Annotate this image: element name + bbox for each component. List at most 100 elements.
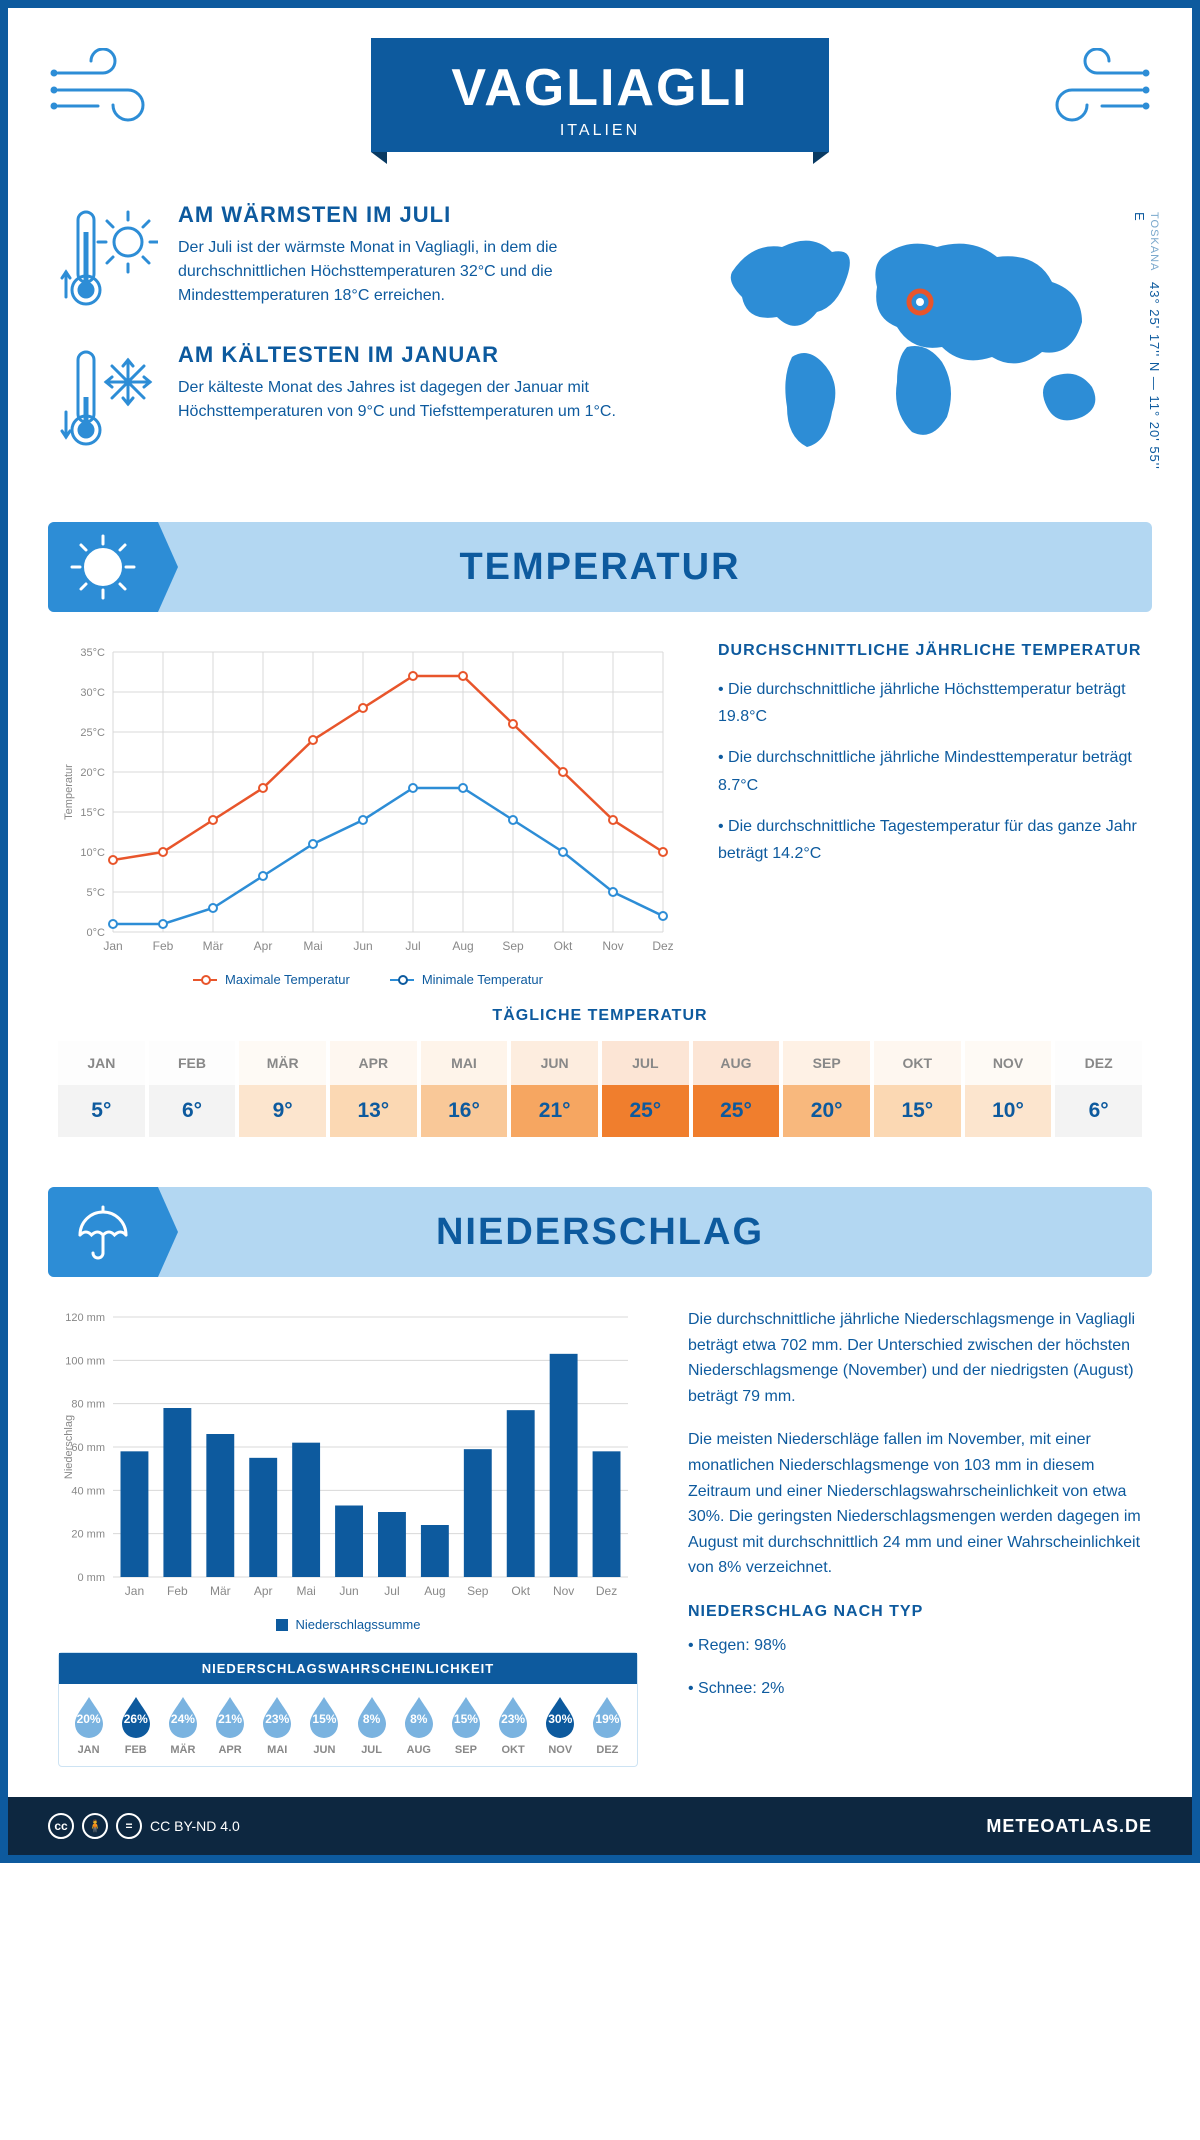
svg-text:0 mm: 0 mm: [78, 1572, 106, 1584]
prob-cell: 23% OKT: [490, 1694, 537, 1756]
fact-cold-text: Der kälteste Monat des Jahres ist dagege…: [178, 376, 662, 424]
svg-text:Feb: Feb: [167, 1584, 188, 1598]
temperature-body: 0°C5°C10°C15°C20°C25°C30°C35°CJanFebMärA…: [8, 642, 1192, 1007]
precip-p1: Die durchschnittliche jährliche Niedersc…: [688, 1307, 1142, 1409]
temp-cell: AUG 25°: [693, 1041, 780, 1137]
temp-cell: JAN 5°: [58, 1041, 145, 1137]
chart-legend: #lg-max::after{border-color:#e8552b}Maxi…: [58, 972, 678, 987]
precip-legend-label: Niederschlagssumme: [296, 1617, 421, 1632]
summary-p1: • Die durchschnittliche jährliche Höchst…: [718, 676, 1142, 730]
thermometer-cold-icon: [58, 342, 158, 452]
svg-text:Sep: Sep: [502, 939, 524, 953]
svg-text:Mai: Mai: [303, 939, 322, 953]
precip-type-2: • Schnee: 2%: [688, 1676, 1142, 1702]
fact-warm: AM WÄRMSTEN IM JULI Der Juli ist der wär…: [58, 202, 662, 312]
svg-text:Temperatur: Temperatur: [63, 764, 75, 820]
fact-warm-text: Der Juli ist der wärmste Monat in Vaglia…: [178, 236, 662, 308]
summary-title: DURCHSCHNITTLICHE JÄHRLICHE TEMPERATUR: [718, 642, 1142, 660]
title-banner: VAGLIAGLI ITALIEN: [371, 38, 828, 152]
license: cc 🧍 = CC BY-ND 4.0: [48, 1813, 240, 1839]
temp-cell: JUL 25°: [602, 1041, 689, 1137]
summary-p2: • Die durchschnittliche jährliche Mindes…: [718, 744, 1142, 798]
world-map: TOSKANA 43° 25' 17'' N — 11° 20' 55'' E: [702, 202, 1142, 482]
temp-cell: SEP 20°: [783, 1041, 870, 1137]
temp-cell: OKT 15°: [874, 1041, 961, 1137]
svg-text:Jun: Jun: [353, 939, 372, 953]
prob-cell: 15% JUN: [301, 1694, 348, 1756]
legend-max: Maximale Temperatur: [225, 972, 350, 987]
precip-type-1: • Regen: 98%: [688, 1633, 1142, 1659]
svg-text:80 mm: 80 mm: [71, 1399, 105, 1411]
svg-text:120 mm: 120 mm: [65, 1312, 105, 1324]
temperature-line-chart: 0°C5°C10°C15°C20°C25°C30°C35°CJanFebMärA…: [58, 642, 678, 987]
page-subtitle: ITALIEN: [451, 122, 748, 140]
section-title-precip: NIEDERSCHLAG: [436, 1211, 764, 1254]
license-label: CC BY-ND 4.0: [150, 1818, 240, 1834]
fact-cold: AM KÄLTESTEN IM JANUAR Der kälteste Mona…: [58, 342, 662, 452]
svg-text:40 mm: 40 mm: [71, 1485, 105, 1497]
infographic-page: VAGLIAGLI ITALIEN AM WÄRMSTEN IM JULI De…: [0, 0, 1200, 1863]
svg-text:Jun: Jun: [339, 1584, 358, 1598]
temp-cell: MAI 16°: [421, 1041, 508, 1137]
svg-text:10°C: 10°C: [80, 847, 105, 859]
svg-text:Jul: Jul: [384, 1584, 399, 1598]
header: VAGLIAGLI ITALIEN: [8, 8, 1192, 172]
svg-text:Jul: Jul: [405, 939, 420, 953]
precip-type-title: NIEDERSCHLAG NACH TYP: [688, 1599, 1142, 1625]
prob-cell: 19% DEZ: [584, 1694, 631, 1756]
svg-text:25°C: 25°C: [80, 727, 105, 739]
svg-text:15°C: 15°C: [80, 807, 105, 819]
section-title-temp: TEMPERATUR: [459, 546, 740, 589]
footer: cc 🧍 = CC BY-ND 4.0 METEOATLAS.DE: [8, 1797, 1192, 1855]
coordinates: TOSKANA 43° 25' 17'' N — 11° 20' 55'' E: [1132, 212, 1162, 482]
svg-text:Nov: Nov: [553, 1584, 574, 1598]
prob-cell: 23% MAI: [254, 1694, 301, 1756]
prob-cell: 15% SEP: [442, 1694, 489, 1756]
summary-p3: • Die durchschnittliche Tagestemperatur …: [718, 813, 1142, 867]
svg-text:60 mm: 60 mm: [71, 1442, 105, 1454]
temp-cell: FEB 6°: [149, 1041, 236, 1137]
svg-text:Feb: Feb: [153, 939, 174, 953]
precipitation-text: Die durchschnittliche jährliche Niedersc…: [688, 1307, 1142, 1767]
svg-text:Dez: Dez: [652, 939, 673, 953]
svg-text:Aug: Aug: [424, 1584, 445, 1598]
prob-cell: 24% MÄR: [159, 1694, 206, 1756]
umbrella-icon: [48, 1187, 158, 1277]
svg-text:20 mm: 20 mm: [71, 1529, 105, 1541]
prob-cell: 26% FEB: [112, 1694, 159, 1756]
daily-temp-title: TÄGLICHE TEMPERATUR: [58, 1007, 1142, 1025]
svg-text:5°C: 5°C: [87, 887, 106, 899]
intro-section: AM WÄRMSTEN IM JULI Der Juli ist der wär…: [8, 172, 1192, 502]
svg-text:30°C: 30°C: [80, 687, 105, 699]
wind-icon: [48, 48, 168, 128]
svg-text:Apr: Apr: [254, 1584, 273, 1598]
svg-text:Sep: Sep: [467, 1584, 489, 1598]
by-icon: 🧍: [82, 1813, 108, 1839]
prob-cell: 30% NOV: [537, 1694, 584, 1756]
section-banner-temperature: TEMPERATUR: [48, 522, 1152, 612]
svg-text:Jan: Jan: [125, 1584, 144, 1598]
daily-temperature-table: TÄGLICHE TEMPERATUR JAN 5° FEB 6° MÄR 9°…: [8, 1007, 1192, 1167]
precip-p2: Die meisten Niederschläge fallen im Nove…: [688, 1427, 1142, 1581]
svg-text:Nov: Nov: [602, 939, 623, 953]
thermometer-hot-icon: [58, 202, 158, 312]
temp-cell: APR 13°: [330, 1041, 417, 1137]
precip-legend: Niederschlagssumme: [58, 1617, 638, 1632]
svg-text:Mär: Mär: [203, 939, 224, 953]
prob-cell: 8% JUL: [348, 1694, 395, 1756]
precipitation-probability-box: NIEDERSCHLAGSWAHRSCHEINLICHKEIT 20% JAN …: [58, 1652, 638, 1767]
temp-cell: JUN 21°: [511, 1041, 598, 1137]
temp-cell: NOV 10°: [965, 1041, 1052, 1137]
prob-cell: 21% APR: [207, 1694, 254, 1756]
svg-text:Mär: Mär: [210, 1584, 231, 1598]
precipitation-bar-chart: 0 mm20 mm40 mm60 mm80 mm100 mm120 mmJanF…: [58, 1307, 638, 1632]
svg-text:Aug: Aug: [452, 939, 473, 953]
nd-icon: =: [116, 1813, 142, 1839]
temp-cell: DEZ 6°: [1055, 1041, 1142, 1137]
section-banner-precipitation: NIEDERSCHLAG: [48, 1187, 1152, 1277]
svg-text:Okt: Okt: [511, 1584, 530, 1598]
prob-title: NIEDERSCHLAGSWAHRSCHEINLICHKEIT: [59, 1653, 637, 1684]
svg-text:Apr: Apr: [254, 939, 273, 953]
cc-icon: cc: [48, 1813, 74, 1839]
svg-text:Okt: Okt: [554, 939, 573, 953]
